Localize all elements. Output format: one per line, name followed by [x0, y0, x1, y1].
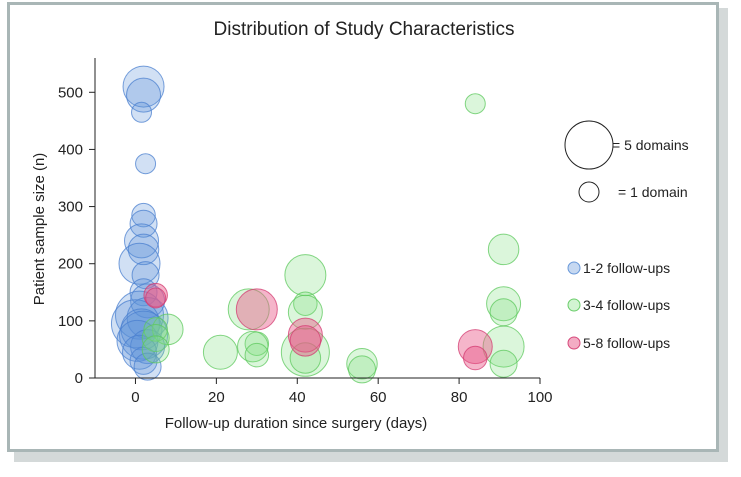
data-point — [143, 282, 168, 308]
data-point — [143, 317, 168, 342]
legend-item-1-2-follow-ups: 1-2 follow-ups — [567, 260, 670, 276]
plot-area — [110, 65, 525, 384]
size-legend-5-domains-circle — [564, 120, 614, 170]
legend-label-3-4-follow-ups: 3-4 follow-ups — [583, 297, 670, 313]
chart-title: Distribution of Study Characteristics — [214, 19, 515, 40]
data-point — [346, 347, 378, 380]
data-point — [287, 317, 323, 353]
y-tick-label: 300 — [58, 199, 83, 216]
size-legend-5-domains-label: = 5 domains — [612, 137, 689, 153]
legend-item-5-8-follow-ups: 5-8 follow-ups — [567, 335, 670, 351]
size-legend: = 5 domains = 1 domain — [564, 120, 689, 203]
x-ticks: 0 20 40 60 80 100 — [131, 378, 553, 406]
data-point — [348, 355, 376, 384]
x-tick-label: 20 — [208, 389, 225, 406]
legend-swatch-blue — [567, 261, 581, 275]
color-legend: 1-2 follow-ups 3-4 follow-ups 5-8 follow… — [567, 260, 670, 351]
series-5-8-follow-ups — [143, 282, 493, 371]
series-3-4-follow-ups — [141, 93, 525, 384]
data-point — [129, 346, 158, 375]
y-tick-label: 200 — [58, 256, 83, 273]
data-point — [145, 287, 167, 309]
axes: 0 20 40 60 80 100 0 100 200 300 400 500 — [58, 58, 553, 406]
data-point — [482, 325, 525, 368]
data-point — [131, 202, 156, 228]
y-tick-label: 500 — [58, 84, 83, 101]
y-tick-label: 0 — [75, 370, 83, 387]
x-tick-label: 0 — [131, 389, 139, 406]
data-point — [127, 233, 160, 266]
data-point — [133, 352, 162, 381]
data-point — [289, 325, 322, 357]
data-point — [126, 77, 162, 113]
data-point — [141, 324, 170, 352]
data-point — [131, 101, 153, 123]
x-tick-label: 60 — [370, 389, 387, 406]
legend-swatch-pink — [567, 336, 581, 350]
data-point — [227, 288, 270, 331]
data-point — [244, 342, 270, 368]
x-tick-label: 40 — [289, 389, 306, 406]
data-point — [124, 223, 160, 259]
data-point — [463, 345, 488, 371]
legend-label-1-2-follow-ups: 1-2 follow-ups — [583, 260, 670, 276]
data-point — [284, 254, 327, 297]
data-point — [489, 298, 518, 327]
data-point — [489, 349, 518, 378]
legend-label-5-8-follow-ups: 5-8 follow-ups — [583, 335, 670, 351]
data-point — [235, 288, 278, 331]
y-tick-label: 100 — [58, 313, 83, 330]
y-tick-label: 400 — [58, 141, 83, 158]
data-point — [487, 233, 520, 266]
data-point — [464, 93, 486, 115]
size-legend-1-domain-circle — [578, 181, 600, 203]
y-axis-label: Patient sample size (n) — [31, 153, 48, 306]
legend-swatch-green — [567, 298, 581, 312]
data-point — [141, 335, 170, 364]
x-tick-label: 100 — [527, 389, 552, 406]
x-tick-label: 80 — [451, 389, 468, 406]
size-legend-1-domain-label: = 1 domain — [618, 184, 688, 200]
x-axis-label: Follow-up duration since surgery (days) — [165, 415, 428, 432]
data-point — [293, 291, 318, 316]
data-point — [486, 286, 522, 322]
data-point — [135, 153, 157, 175]
data-point — [118, 242, 161, 285]
series-1-2-follow-ups — [110, 65, 169, 381]
data-point — [129, 278, 158, 307]
legend-item-3-4-follow-ups: 3-4 follow-ups — [567, 297, 670, 313]
data-point — [122, 65, 165, 108]
y-ticks: 0 100 200 300 400 500 — [58, 84, 95, 387]
data-point — [202, 334, 238, 370]
